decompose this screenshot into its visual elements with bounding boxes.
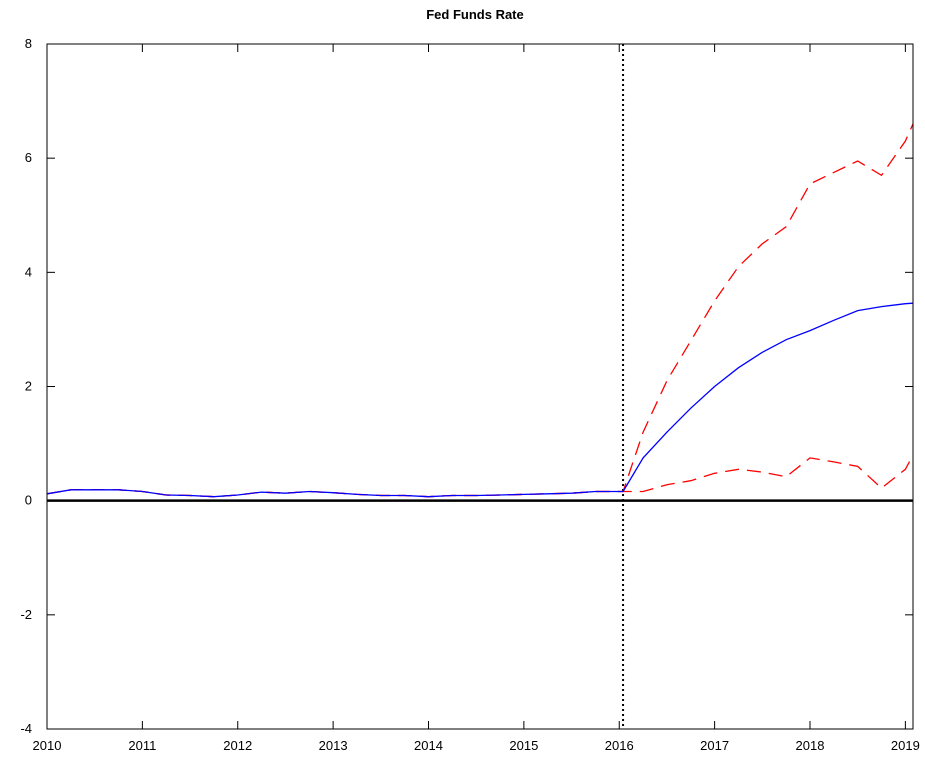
reference-lines bbox=[47, 44, 913, 729]
x-tick-label: 2018 bbox=[796, 738, 825, 753]
chart-title: Fed Funds Rate bbox=[426, 7, 524, 22]
y-tick-label: 0 bbox=[25, 493, 32, 508]
y-tick-label: 2 bbox=[25, 379, 32, 394]
axes bbox=[46, 43, 914, 730]
x-tick-label: 2012 bbox=[223, 738, 252, 753]
y-tick-label: -2 bbox=[20, 607, 32, 622]
x-tick-label: 2013 bbox=[319, 738, 348, 753]
y-tick-label: 6 bbox=[25, 150, 32, 165]
y-tick-label: -4 bbox=[20, 721, 32, 736]
series-lines bbox=[46, 123, 914, 498]
tick-labels: 2010 2011 2012 2013 2014 2015 2016 2017 2018 2019… bbox=[20, 36, 919, 753]
y-tick-label: 4 bbox=[25, 264, 32, 279]
plot-frame bbox=[46, 43, 914, 730]
y-tick-label: 8 bbox=[25, 36, 32, 51]
upper-band-line bbox=[46, 123, 914, 498]
x-tick-label: 2010 bbox=[33, 738, 62, 753]
x-tick-label: 2014 bbox=[414, 738, 443, 753]
x-tick-label: 2019 bbox=[891, 738, 920, 753]
x-tick-label: 2015 bbox=[509, 738, 538, 753]
x-tick-label: 2016 bbox=[605, 738, 634, 753]
lower-band-line bbox=[46, 454, 914, 498]
x-tick-label: 2017 bbox=[700, 738, 729, 753]
x-tick-label: 2011 bbox=[128, 738, 156, 753]
median-forecast-line bbox=[46, 302, 914, 498]
